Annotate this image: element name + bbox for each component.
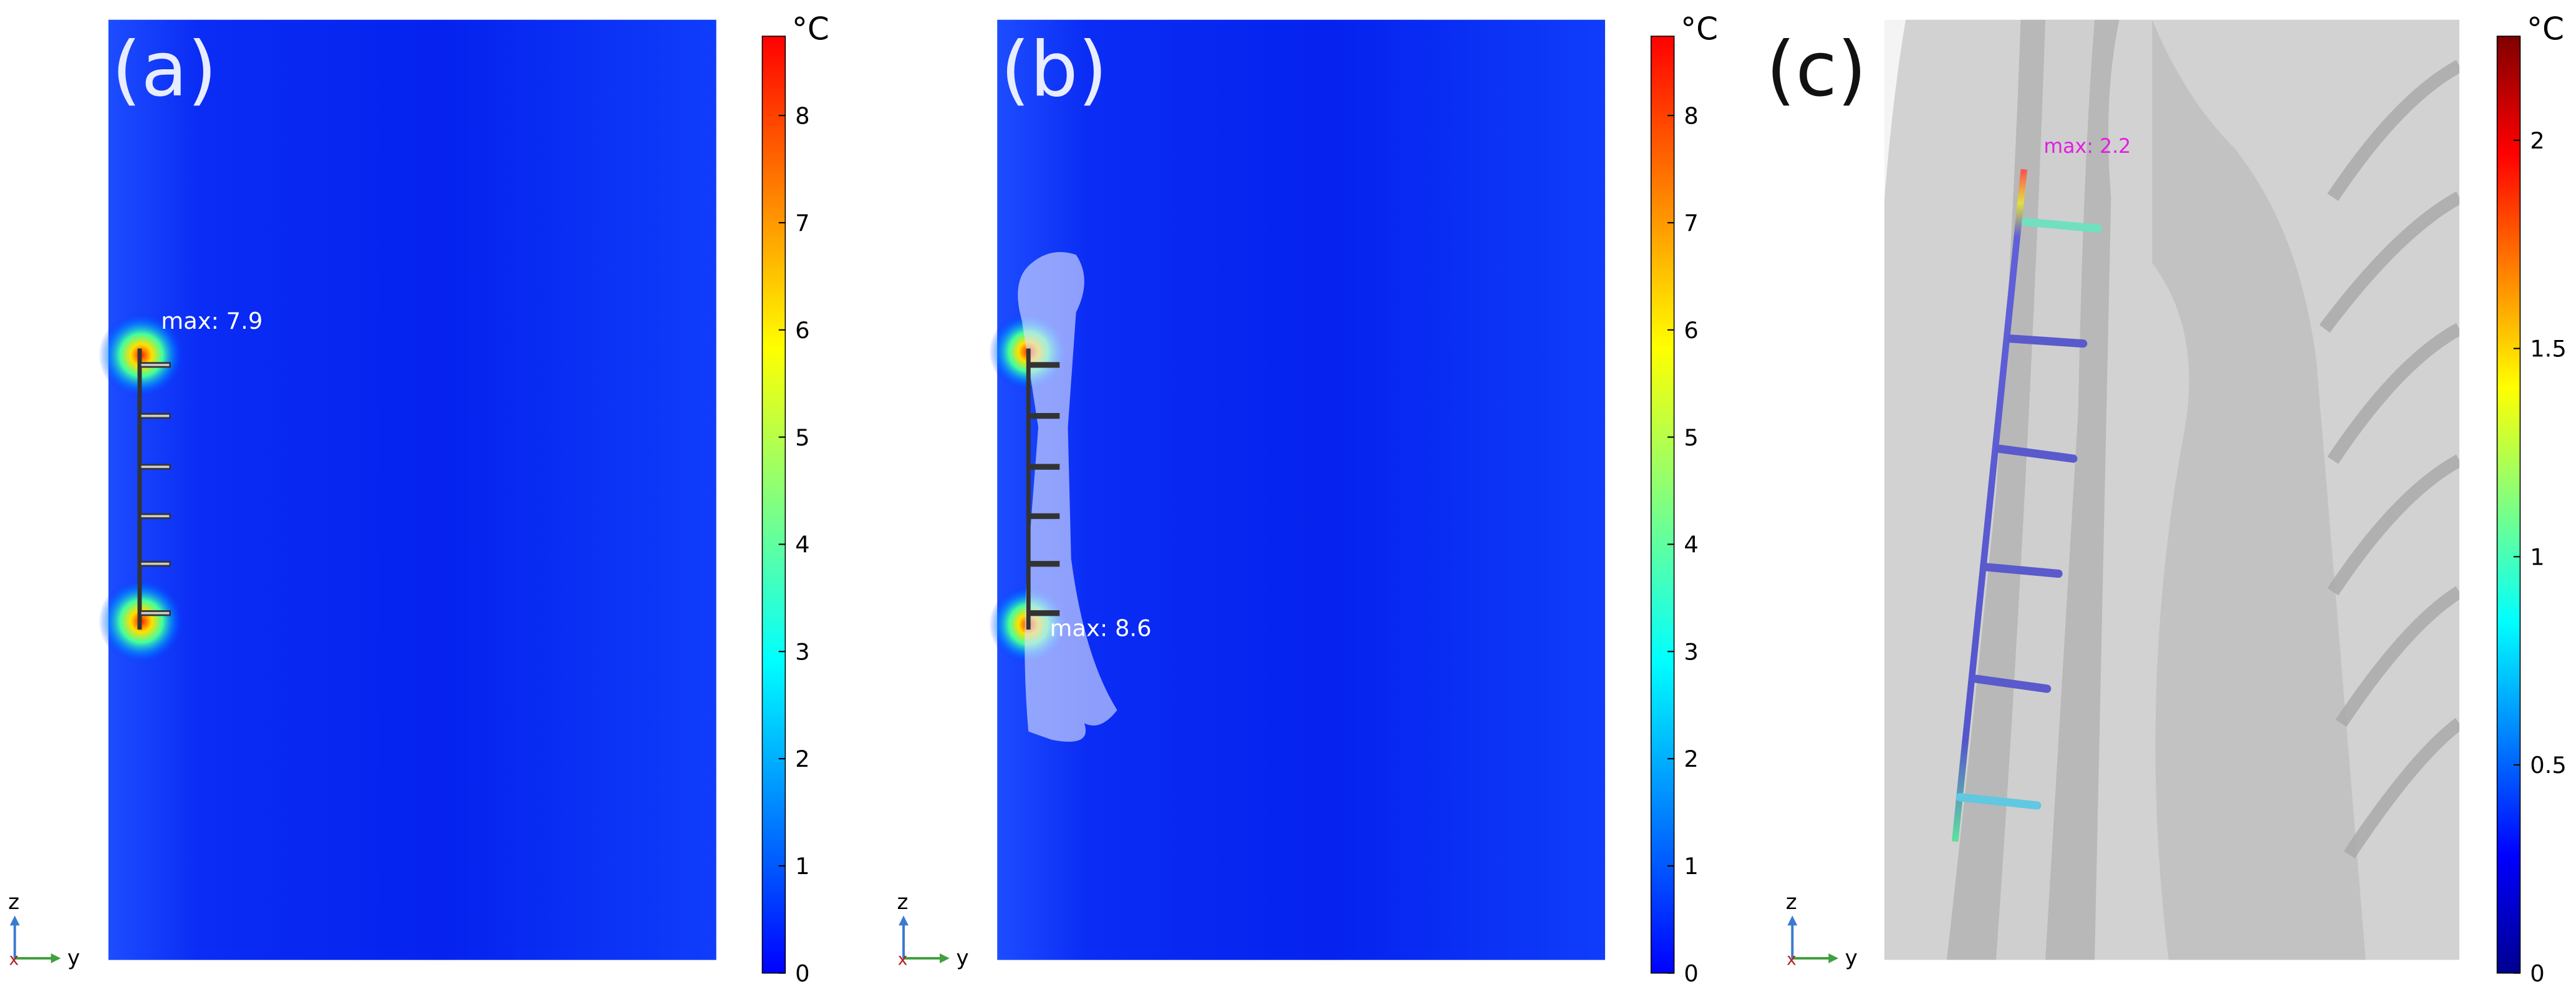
axis-z-head <box>899 915 909 926</box>
colorbar <box>1650 36 1675 974</box>
axis-x-label: x <box>1787 951 1797 970</box>
colorbar-unit: °C <box>2527 11 2564 47</box>
colorbar-tick-label: 7 <box>795 210 809 236</box>
colorbar-tick-label: 5 <box>795 424 809 451</box>
colorbar-tick-label: 6 <box>795 317 809 344</box>
max-annotation: max: 8.6 <box>1049 615 1151 642</box>
colorbar-unit: °C <box>1681 11 1718 47</box>
axis-x-label: x <box>9 951 19 970</box>
colorbar-tick-label: 3 <box>795 638 809 665</box>
axis-z-head <box>1787 915 1798 926</box>
panel-a-field <box>99 19 716 960</box>
colorbar-tick-label: 4 <box>795 532 809 558</box>
panel-b-field <box>989 19 1605 960</box>
colorbar-tick-label: 7 <box>1684 210 1698 236</box>
axis-y-head <box>939 953 950 963</box>
colorbar <box>761 36 786 974</box>
colorbar-unit: °C <box>792 11 829 47</box>
colorbar-tick-label: 8 <box>1684 102 1698 129</box>
colorbar-tick-label: 1 <box>1684 853 1698 880</box>
colorbar-tick-label: 8 <box>795 102 809 129</box>
panel-c-arm <box>1884 19 2459 960</box>
colorbar-tick-label: 6 <box>1684 317 1698 344</box>
axis-y-head <box>1828 953 1839 963</box>
colorbar-tick-label: 0.5 <box>2530 752 2567 779</box>
colorbar-tick-label: 0 <box>2530 960 2544 982</box>
axis-y-head <box>51 953 61 963</box>
colorbar-tick-label: 2 <box>795 746 809 772</box>
axis-z-label: z <box>897 890 908 915</box>
axis-z-label: z <box>1786 890 1797 915</box>
axis-y-label: y <box>1845 946 1858 971</box>
axis-y-label: y <box>67 946 80 971</box>
colorbar-tick-label: 0 <box>1684 960 1698 982</box>
max-annotation: max: 7.9 <box>161 308 263 334</box>
max-annotation: max: 2.2 <box>2043 135 2131 158</box>
colorbar-tick-label: 1 <box>795 853 809 880</box>
colorbar-tick-label: 1 <box>2530 543 2544 570</box>
colorbar <box>2496 36 2521 974</box>
colorbar-tick-label: 4 <box>1684 532 1698 558</box>
panel-label: (b) <box>1000 26 1107 114</box>
colorbar-tick-label: 0 <box>795 960 809 982</box>
colorbar-tick-label: 5 <box>1684 424 1698 451</box>
axis-y-label: y <box>956 946 968 971</box>
axis-z-head <box>9 915 20 926</box>
colorbar-tick-label: 2 <box>2530 127 2544 154</box>
panel-label: (a) <box>112 26 217 114</box>
colorbar-tick-label: 2 <box>1684 746 1698 772</box>
axis-z-label: z <box>8 890 19 915</box>
panel-label: (c) <box>1766 26 1866 114</box>
colorbar-tick-label: 3 <box>1684 638 1698 665</box>
colorbar-tick-label: 1.5 <box>2530 336 2567 362</box>
axis-x-label: x <box>898 951 908 970</box>
